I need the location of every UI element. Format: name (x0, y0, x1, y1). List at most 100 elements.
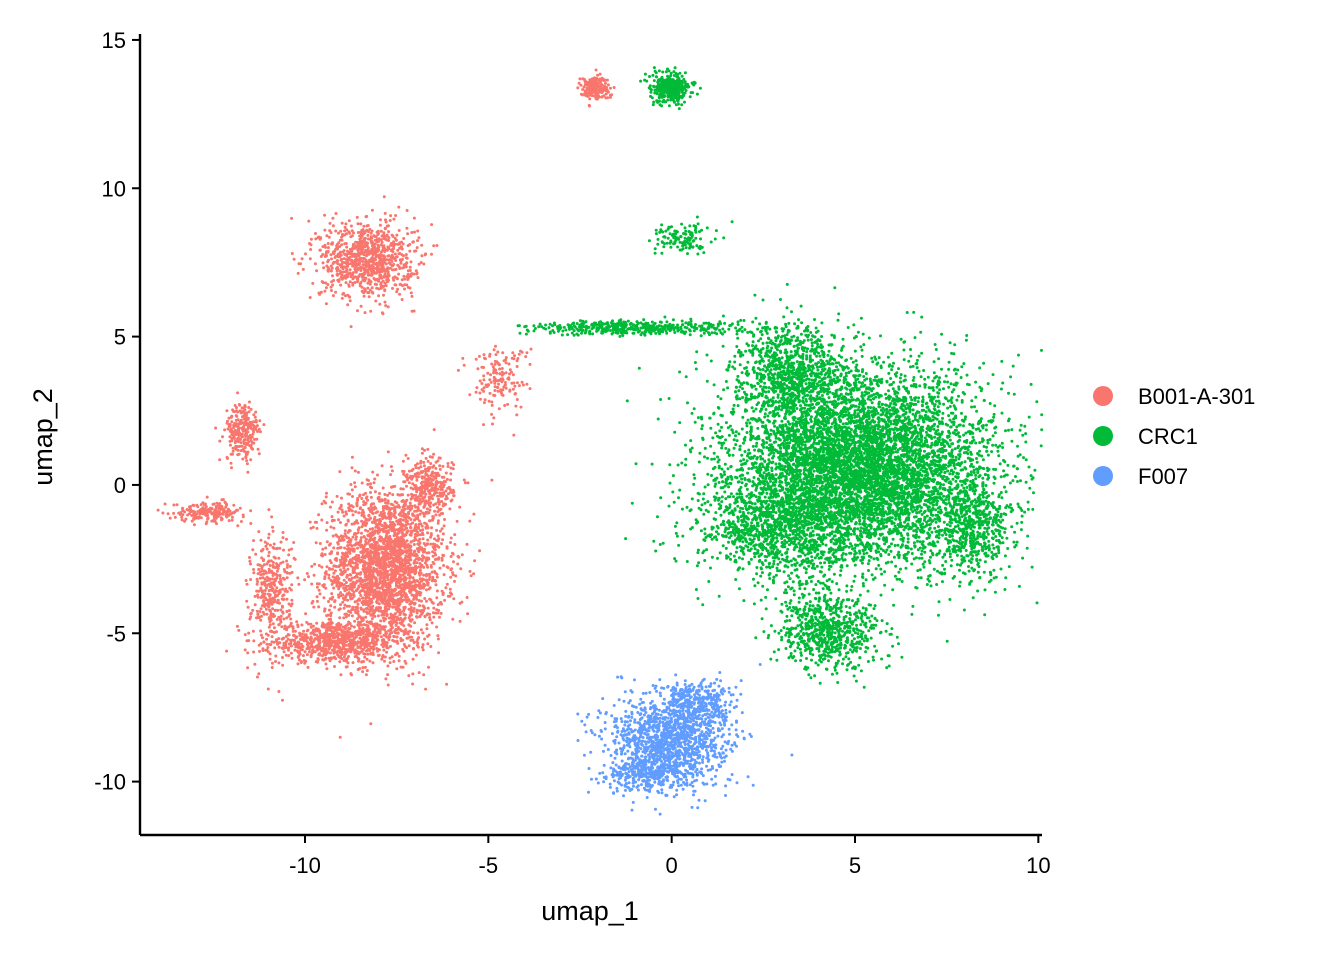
data-point (348, 255, 352, 259)
data-point (419, 628, 423, 632)
data-point (415, 475, 419, 479)
data-point (359, 582, 363, 586)
data-point (369, 533, 373, 537)
data-point (353, 532, 357, 536)
data-point (376, 510, 379, 514)
data-point (368, 583, 372, 587)
data-point (438, 464, 442, 468)
data-point (337, 628, 341, 631)
data-point (422, 573, 426, 577)
data-point (382, 578, 386, 582)
data-point (333, 639, 337, 643)
data-point (419, 461, 423, 465)
data-point (320, 646, 324, 650)
data-point (321, 584, 325, 587)
data-point (275, 574, 279, 577)
data-point (352, 594, 356, 598)
data-point (230, 515, 234, 519)
data-point (254, 552, 258, 556)
data-point (416, 471, 420, 475)
data-point (386, 578, 390, 582)
data-point (401, 647, 405, 651)
data-point (378, 586, 382, 590)
data-point (245, 639, 249, 643)
data-point (232, 511, 236, 515)
data-point (359, 593, 363, 597)
data-point (436, 603, 440, 607)
data-point (415, 490, 419, 494)
data-point (331, 595, 335, 599)
data-point (407, 623, 411, 627)
data-point (381, 616, 385, 620)
data-point (472, 572, 476, 576)
data-point (424, 492, 428, 496)
data-point (330, 592, 334, 596)
data-point (368, 580, 372, 584)
data-point (466, 481, 470, 485)
data-point (345, 232, 348, 236)
data-point (267, 567, 271, 571)
data-point (391, 520, 395, 524)
data-point (396, 631, 400, 635)
data-point (420, 524, 424, 528)
data-point (361, 647, 365, 651)
data-point (438, 480, 442, 484)
data-point (354, 510, 358, 514)
data-point (268, 608, 271, 612)
data-point (377, 247, 381, 251)
data-point (263, 577, 267, 581)
data-point (285, 559, 289, 563)
data-point (260, 556, 264, 560)
data-point (199, 516, 203, 520)
data-point (282, 548, 285, 552)
data-point (254, 425, 258, 429)
data-point (388, 632, 392, 636)
data-point (425, 623, 429, 627)
data-point (394, 532, 398, 536)
data-point (356, 617, 359, 621)
data-point (366, 529, 370, 533)
data-point (435, 589, 439, 593)
data-point (389, 473, 393, 477)
data-point (333, 665, 336, 668)
data-point (259, 538, 263, 542)
data-point (258, 576, 262, 580)
data-point (381, 509, 385, 513)
data-point (445, 477, 449, 481)
data-point (350, 488, 354, 492)
data-point (428, 508, 432, 512)
data-point (362, 535, 366, 538)
data-point (275, 562, 278, 566)
data-point (366, 561, 370, 565)
data-point (378, 576, 382, 580)
data-point (406, 545, 409, 549)
data-point (410, 294, 414, 298)
data-point (269, 629, 272, 633)
data-point (369, 482, 372, 486)
data-point (263, 582, 267, 586)
data-point (296, 271, 300, 275)
data-point (351, 495, 354, 498)
data-point (397, 654, 401, 658)
data-point (366, 533, 370, 537)
data-point (229, 461, 233, 465)
data-point (306, 665, 310, 669)
data-point (323, 577, 327, 581)
data-point (363, 548, 367, 552)
data-point (285, 537, 288, 541)
data-point (383, 605, 387, 609)
data-point (364, 572, 368, 576)
data-point (334, 533, 338, 537)
data-point (362, 224, 366, 228)
data-point (309, 237, 313, 241)
data-point (324, 495, 328, 499)
data-point (260, 594, 264, 598)
data-point (199, 503, 203, 507)
data-point (324, 302, 328, 306)
data-point (415, 579, 419, 583)
data-point (250, 441, 254, 444)
data-point (400, 599, 404, 603)
data-point (330, 289, 333, 292)
data-point (225, 510, 228, 514)
data-point (381, 625, 385, 629)
